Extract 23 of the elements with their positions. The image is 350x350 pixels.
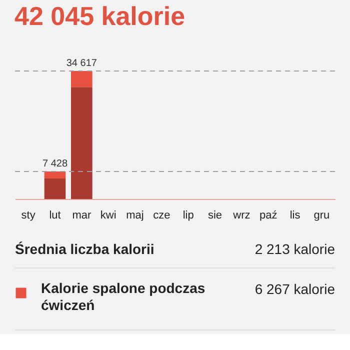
bar	[44, 178, 66, 199]
legend-label: Kalorie spalone podczas ćwiczeń	[41, 280, 206, 313]
annotation: 7 428	[42, 158, 68, 170]
x-tick-label: kwi	[100, 210, 116, 222]
text: 6 267 kalorie	[254, 281, 336, 297]
x-tick-label: paź	[259, 210, 278, 222]
x-tick-label: sty	[21, 210, 36, 222]
annotation: 34 617	[66, 58, 98, 69]
x-tick-label: lip	[182, 210, 194, 222]
bar	[71, 87, 92, 199]
bar	[71, 71, 92, 88]
x-tick-label: gru	[314, 210, 330, 222]
x-tick-label: mar	[72, 210, 92, 222]
x-tick-label: wrz	[232, 210, 250, 222]
x-tick-label: sie	[208, 210, 222, 222]
text: Średnia liczba kalorii	[15, 241, 154, 257]
chart-title: 42 045 kalorie	[14, 1, 186, 31]
x-tick-label: lut	[49, 210, 61, 222]
x-tick-label: cze	[153, 210, 170, 222]
x-tick-label: maj	[126, 210, 144, 222]
bar	[44, 171, 66, 179]
x-tick-label: lis	[290, 210, 301, 222]
text: 2 213 kalorie	[254, 241, 336, 257]
